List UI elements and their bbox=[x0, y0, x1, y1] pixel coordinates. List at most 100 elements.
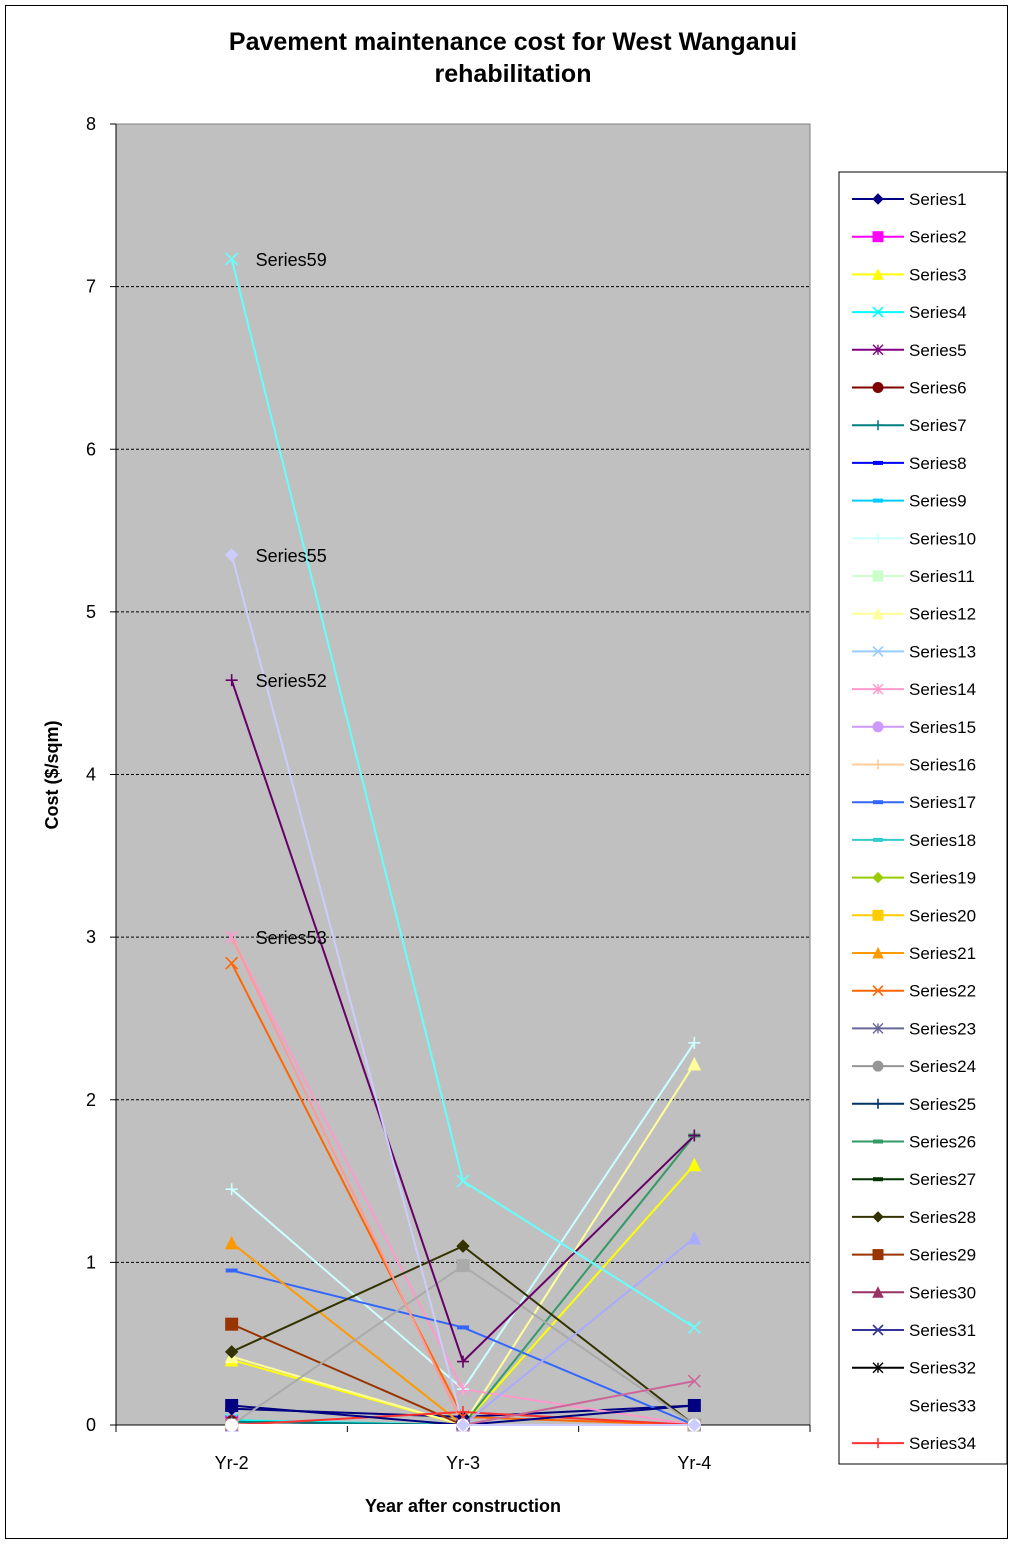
legend-swatch-marker bbox=[872, 1362, 884, 1374]
x-tick-label-Yr-4: Yr-4 bbox=[677, 1453, 711, 1473]
marker-Series21-Yr-2 bbox=[224, 1235, 239, 1250]
marker-Series28-Yr-3 bbox=[456, 1239, 470, 1253]
legend-item-Series34: Series34 bbox=[852, 1434, 976, 1453]
legend-swatch-marker bbox=[873, 1438, 883, 1449]
legend-label: Series10 bbox=[909, 529, 976, 548]
y-tick-label-8: 8 bbox=[86, 114, 96, 134]
legend-item-Series17: Series17 bbox=[852, 793, 976, 812]
legend-label: Series5 bbox=[909, 341, 967, 360]
legend-swatch-marker bbox=[872, 1324, 884, 1336]
marker-Series38-Yr-4 bbox=[687, 1374, 701, 1388]
legend-label: Series32 bbox=[909, 1359, 976, 1378]
legend-label: Series6 bbox=[909, 379, 967, 398]
data-labels: Series59 Series55 Series52 Series53 bbox=[256, 250, 327, 948]
legend-swatch-marker bbox=[872, 607, 884, 620]
legend-swatch-marker bbox=[873, 460, 883, 465]
marker-Series29-Yr-2 bbox=[225, 1317, 239, 1331]
chart-title-line2: rehabilitation bbox=[435, 60, 592, 88]
marker-Series39-Yr-2 bbox=[225, 1418, 239, 1432]
legend-item-Series12: Series12 bbox=[852, 605, 976, 624]
legend-item-Series23: Series23 bbox=[852, 1019, 976, 1038]
marker-Series52-Yr-4 bbox=[688, 1129, 701, 1142]
marker-Series52-Yr-2 bbox=[225, 674, 238, 687]
legend-swatch-marker bbox=[872, 871, 884, 884]
legend-label: Series26 bbox=[909, 1133, 976, 1152]
legend-swatch-marker bbox=[872, 1249, 884, 1261]
y-tick-label-6: 6 bbox=[86, 439, 96, 459]
legend-swatch-marker bbox=[873, 533, 883, 544]
legend-item-Series10: Series10 bbox=[852, 529, 976, 548]
marker-Series37-Yr-4 bbox=[687, 1230, 702, 1245]
legend-item-Series7: Series7 bbox=[852, 416, 967, 435]
legend-swatch-marker bbox=[872, 985, 884, 997]
legend-swatch-marker bbox=[872, 909, 884, 921]
legend-swatch-marker bbox=[872, 570, 884, 582]
legend-label: Series24 bbox=[909, 1057, 976, 1076]
legend-swatch-marker bbox=[873, 420, 883, 431]
legend-label: Series20 bbox=[909, 906, 976, 925]
legend-label: Series13 bbox=[909, 642, 976, 661]
data-label-Series53: Series53 bbox=[256, 928, 327, 948]
y-tick-label-3: 3 bbox=[86, 927, 96, 947]
legend-swatch-marker bbox=[872, 645, 884, 657]
legend-item-Series21: Series21 bbox=[852, 944, 976, 963]
legend-swatch-marker bbox=[872, 721, 884, 733]
legend-swatch-marker bbox=[873, 498, 883, 503]
legend-swatch-marker bbox=[872, 306, 884, 318]
legend-label: Series23 bbox=[909, 1019, 976, 1038]
legend-swatch-marker bbox=[873, 1177, 883, 1182]
legend-swatch-marker bbox=[872, 231, 884, 243]
legend-item-Series24: Series24 bbox=[852, 1057, 976, 1076]
legend-item-Series15: Series15 bbox=[852, 718, 976, 737]
marker-Series17-Yr-2 bbox=[225, 1268, 238, 1273]
legend-swatch-marker bbox=[872, 1022, 884, 1034]
legend-label: Series1 bbox=[909, 190, 967, 209]
legend-item-Series9: Series9 bbox=[852, 492, 967, 511]
marker-Series52-Yr-3 bbox=[457, 1355, 469, 1368]
marker-Series35-Yr-4 bbox=[687, 1398, 701, 1412]
data-label-Series59: Series59 bbox=[256, 250, 327, 270]
legend-swatch-marker bbox=[872, 268, 884, 280]
legend-label: Series12 bbox=[909, 605, 976, 624]
legend-item-Series28: Series28 bbox=[852, 1208, 976, 1227]
y-tick-label-5: 5 bbox=[86, 602, 96, 622]
legend-label: Series34 bbox=[909, 1434, 976, 1453]
legend-box bbox=[838, 171, 1008, 1465]
legend-item-Series29: Series29 bbox=[852, 1246, 976, 1265]
marker-Series17-Yr-3 bbox=[457, 1325, 469, 1330]
legend-swatch-marker bbox=[872, 193, 884, 205]
marker-Series14-Yr-3 bbox=[456, 1382, 470, 1396]
legend-label: Series11 bbox=[909, 567, 975, 586]
legend-item-Series19: Series19 bbox=[852, 869, 976, 888]
legend-swatch-marker bbox=[873, 800, 883, 805]
x-tick-label-Yr-3: Yr-3 bbox=[446, 1453, 480, 1473]
legend-label: Series30 bbox=[909, 1283, 976, 1302]
legend-item-Series4: Series4 bbox=[852, 303, 967, 322]
y-tick-labels: 0 1 2 3 4 5 6 7 8 bbox=[86, 114, 96, 1435]
chart-title-line1: Pavement maintenance cost for West Wanga… bbox=[229, 28, 797, 56]
legend-item-Series26: Series26 bbox=[852, 1133, 976, 1152]
legend-label: Series29 bbox=[909, 1246, 976, 1265]
legend-label: Series25 bbox=[909, 1095, 976, 1114]
legend-item-Series20: Series20 bbox=[852, 906, 976, 925]
y-tick-label-1: 1 bbox=[86, 1252, 96, 1272]
legend-swatch-marker bbox=[873, 1139, 883, 1144]
legend-label: Series21 bbox=[909, 944, 976, 963]
marker-Series28-Yr-2 bbox=[224, 1345, 239, 1359]
legend-item-Series22: Series22 bbox=[852, 982, 976, 1001]
legend-swatch-marker bbox=[872, 683, 884, 695]
legend-label: Series33 bbox=[909, 1396, 976, 1415]
legend-swatch-marker bbox=[872, 1286, 884, 1298]
legend-item-Series8: Series8 bbox=[852, 454, 967, 473]
legend-label: Series14 bbox=[909, 680, 976, 699]
marker-Series59-Yr-3 bbox=[456, 1174, 470, 1188]
legend-label: Series19 bbox=[909, 869, 976, 888]
data-label-Series52: Series52 bbox=[256, 671, 327, 691]
marker-Series55-Yr-3 bbox=[456, 1418, 470, 1432]
legend-item-Series25: Series25 bbox=[852, 1095, 976, 1114]
x-tick-labels: Yr-2 Yr-3 Yr-4 bbox=[215, 1453, 712, 1473]
legend-swatch-marker bbox=[872, 1060, 884, 1072]
marker-Series35-Yr-2 bbox=[225, 1398, 239, 1412]
legend-label: Series3 bbox=[909, 265, 967, 284]
